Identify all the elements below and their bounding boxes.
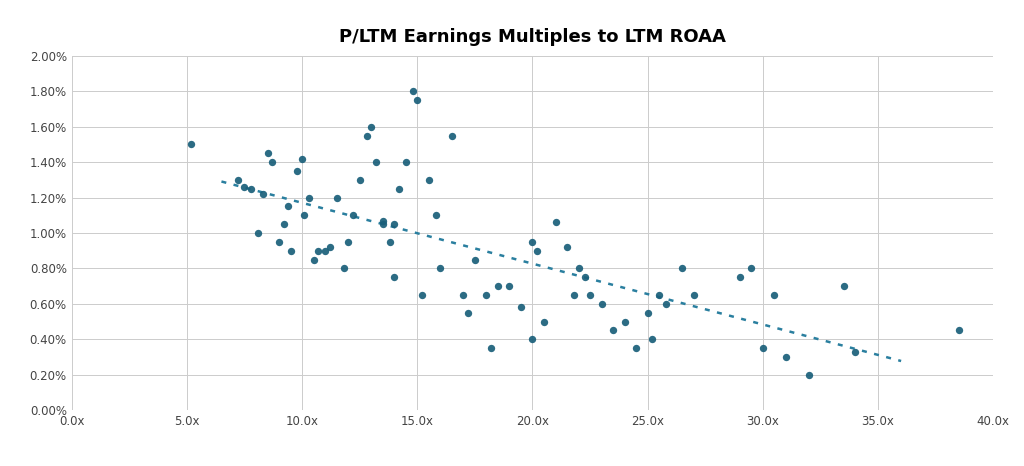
Point xyxy=(255,190,271,198)
Point xyxy=(275,220,292,228)
Point xyxy=(766,291,782,299)
Point xyxy=(570,265,587,272)
Point xyxy=(270,238,287,246)
Point xyxy=(244,185,260,192)
Point xyxy=(264,158,281,166)
Point xyxy=(593,300,609,308)
Point xyxy=(340,238,356,246)
Point xyxy=(301,194,317,201)
Point xyxy=(731,274,748,281)
Point xyxy=(536,318,552,325)
Point xyxy=(950,327,967,334)
Point xyxy=(397,158,414,166)
Point xyxy=(229,176,246,184)
Point xyxy=(358,132,375,139)
Point xyxy=(467,256,483,263)
Point xyxy=(237,183,253,191)
Point xyxy=(432,265,449,272)
Point xyxy=(565,291,582,299)
Point xyxy=(259,150,275,157)
Point xyxy=(336,265,352,272)
Point xyxy=(582,291,598,299)
Point xyxy=(428,212,444,219)
Point xyxy=(283,247,299,254)
Point xyxy=(743,265,760,272)
Point xyxy=(847,348,863,356)
Point xyxy=(628,344,644,352)
Point xyxy=(801,371,817,378)
Point xyxy=(559,243,575,251)
Point xyxy=(644,336,660,343)
Point xyxy=(386,220,402,228)
Point xyxy=(386,274,402,281)
Point xyxy=(414,291,430,299)
Point xyxy=(305,256,322,263)
Point xyxy=(778,353,795,361)
Point xyxy=(294,155,310,162)
Point xyxy=(460,309,476,316)
Point xyxy=(280,203,297,210)
Point xyxy=(524,238,541,246)
Point xyxy=(489,282,506,290)
Point xyxy=(524,336,541,343)
Point xyxy=(390,185,407,192)
Point xyxy=(250,229,266,237)
Point xyxy=(686,291,702,299)
Point xyxy=(329,194,345,201)
Point xyxy=(443,132,460,139)
Point xyxy=(578,274,594,281)
Point xyxy=(362,123,379,130)
Point xyxy=(310,247,327,254)
Point xyxy=(296,212,312,219)
Point xyxy=(322,243,338,251)
Point xyxy=(344,212,360,219)
Point xyxy=(605,327,622,334)
Point xyxy=(421,176,437,184)
Point xyxy=(351,176,368,184)
Point xyxy=(289,167,305,175)
Point xyxy=(528,247,545,254)
Point xyxy=(547,219,563,226)
Point xyxy=(317,247,334,254)
Title: P/LTM Earnings Multiples to LTM ROAA: P/LTM Earnings Multiples to LTM ROAA xyxy=(339,28,726,46)
Point xyxy=(409,96,426,104)
Point xyxy=(755,344,771,352)
Point xyxy=(478,291,495,299)
Point xyxy=(183,141,200,148)
Point xyxy=(513,304,529,311)
Point xyxy=(381,238,397,246)
Point xyxy=(483,344,500,352)
Point xyxy=(375,220,391,228)
Point xyxy=(375,217,391,224)
Point xyxy=(836,282,852,290)
Point xyxy=(639,309,656,316)
Point xyxy=(616,318,633,325)
Point xyxy=(404,88,421,95)
Point xyxy=(651,291,668,299)
Point xyxy=(674,265,690,272)
Point xyxy=(502,282,517,290)
Point xyxy=(368,158,384,166)
Point xyxy=(455,291,471,299)
Point xyxy=(658,300,675,308)
